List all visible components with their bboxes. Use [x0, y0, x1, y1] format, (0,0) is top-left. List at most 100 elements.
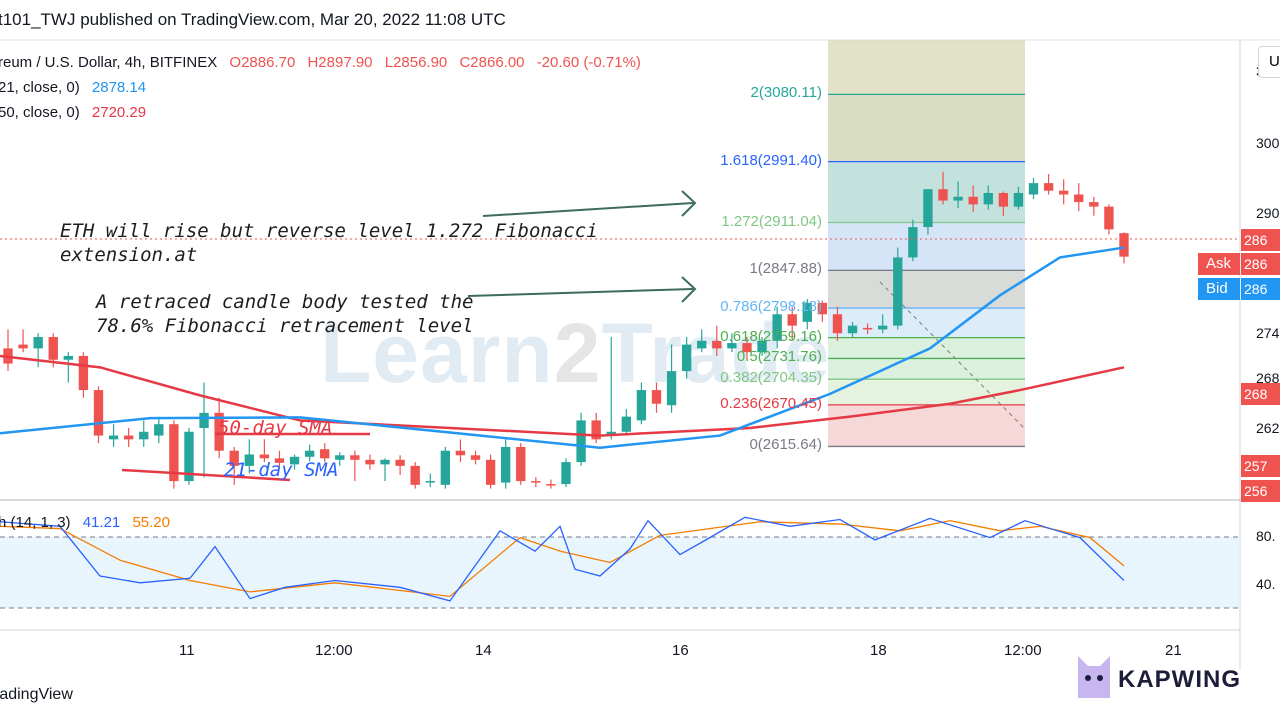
fibonacci-tool[interactable]	[828, 40, 1025, 448]
candle-body	[1074, 194, 1084, 203]
candle-body	[199, 412, 209, 428]
stoch-k-value: 41.21	[82, 514, 121, 531]
ohlc-close: C2866.00	[459, 54, 525, 71]
stoch-band	[0, 537, 1240, 608]
candle-body	[169, 424, 179, 482]
annotation-eth-rise-line1: ETH will rise but reverse level 1.272 Fi…	[60, 220, 598, 242]
candle-body	[802, 302, 812, 322]
sma21-label-line	[121, 468, 291, 482]
currency-unit-button[interactable]: U	[1258, 46, 1280, 78]
candle-body	[1089, 202, 1099, 207]
kapwing-logo-icon	[1078, 656, 1110, 698]
price-tag-low2: 256	[1241, 480, 1280, 502]
fib-band-8	[828, 404, 1025, 447]
price-label-2900: 290	[1256, 205, 1280, 221]
time-label-14: 14	[475, 642, 492, 659]
fib-label-1: 1.618(2991.40)	[720, 151, 822, 169]
candle-body	[425, 481, 435, 483]
candle-body	[335, 455, 345, 460]
ohlc-open: O2886.70	[229, 54, 296, 71]
ohlc-change: -20.60 (-0.71%)	[536, 54, 641, 71]
ma21-legend[interactable]: 21, close, 0) 2878.14	[0, 79, 146, 96]
candle-body	[531, 481, 541, 483]
candle-body	[1119, 233, 1129, 257]
publish-info: t101_TWJ published on TradingView.com, M…	[0, 10, 506, 29]
fib-label-4: 0.786(2798.18)	[720, 298, 822, 316]
time-label-1200a: 12:00	[315, 642, 353, 659]
candle-body	[998, 192, 1009, 207]
candle-body	[878, 325, 888, 330]
sma50-label: 50-day SMA	[218, 417, 333, 439]
price-tag-last: 286	[1241, 229, 1280, 251]
fib-label-2: 1.272(2911.04)	[721, 212, 822, 230]
fib-band-2	[828, 222, 1025, 271]
stoch-k-line	[0, 516, 1125, 602]
candle-body	[847, 325, 858, 334]
candle-body	[320, 449, 330, 459]
time-label-1200b: 12:00	[1004, 642, 1042, 659]
fib-band-7	[828, 379, 1025, 405]
candle-body	[1013, 192, 1024, 207]
candle-body	[666, 371, 677, 406]
fib-band-3	[828, 270, 1025, 309]
candle-body	[380, 459, 390, 465]
candle-body	[365, 459, 375, 465]
candle-body	[501, 446, 511, 483]
candle-body	[591, 420, 601, 440]
candle-body	[772, 314, 782, 341]
candle-body	[93, 390, 104, 436]
candle-body	[1028, 183, 1039, 195]
fib-band-4	[828, 308, 1025, 338]
candle-body	[485, 459, 496, 485]
candle-body	[1104, 206, 1114, 230]
candle-body	[908, 227, 918, 258]
candle-body	[561, 462, 571, 485]
time-label-18: 18	[870, 642, 887, 659]
stoch-label: h (14, 1, 3)	[0, 514, 71, 531]
candle-body	[184, 431, 194, 482]
candle-body	[893, 257, 903, 326]
candle-body	[33, 337, 43, 349]
candle-body	[742, 343, 752, 353]
candle-body	[621, 416, 631, 432]
price-tag-low1: 257	[1241, 455, 1280, 477]
annotation-eth-rise: ETH will rise but reverse level 1.272 Fi…	[60, 219, 598, 267]
fib-label-3: 1(2847.88)	[749, 260, 822, 278]
fib-label-0: 2(3080.11)	[750, 84, 822, 102]
candle-body	[953, 196, 963, 201]
candle-body	[274, 458, 285, 463]
time-label-11: 11	[179, 642, 195, 659]
candle-body	[697, 340, 707, 349]
candle-body	[1059, 190, 1069, 195]
fib-label-5: 0.618(2759.16)	[720, 327, 822, 345]
candles-group	[3, 171, 1129, 489]
candle-body	[244, 454, 254, 466]
candle-body	[1043, 183, 1054, 191]
fib-band-0	[828, 94, 1025, 162]
candle-body	[787, 314, 797, 326]
annotation-retraced-line2: 78.6% Fibonacci retracement level	[96, 315, 474, 337]
fib-label-8: 0.236(2670.45)	[720, 394, 822, 412]
candle-body	[606, 431, 616, 436]
candle-body	[78, 355, 89, 391]
ma50-legend[interactable]: 50, close, 0) 2720.29	[0, 104, 146, 121]
arrow-2	[467, 276, 697, 303]
stoch-legend[interactable]: h (14, 1, 3) 41.21 55.20	[0, 514, 170, 531]
candle-body	[350, 455, 360, 460]
stoch-axis-80: 80.	[1256, 528, 1276, 544]
candle-body	[727, 343, 737, 349]
price-label-2620: 262	[1256, 420, 1280, 436]
price-label-2680: 268	[1256, 370, 1280, 386]
price-tag-bid: 286	[1241, 278, 1280, 300]
watermark-part2: 2	[553, 306, 602, 400]
candle-body	[576, 420, 586, 463]
candle-body	[832, 314, 843, 334]
fib-label-6: 0.5(2731.76)	[736, 348, 822, 366]
ma50-line	[0, 354, 1125, 437]
candle-body	[636, 390, 647, 421]
candle-body	[817, 302, 828, 315]
candle-body	[123, 435, 134, 440]
price-tag-ma50: 268	[1241, 383, 1280, 405]
candle-body	[516, 446, 526, 482]
